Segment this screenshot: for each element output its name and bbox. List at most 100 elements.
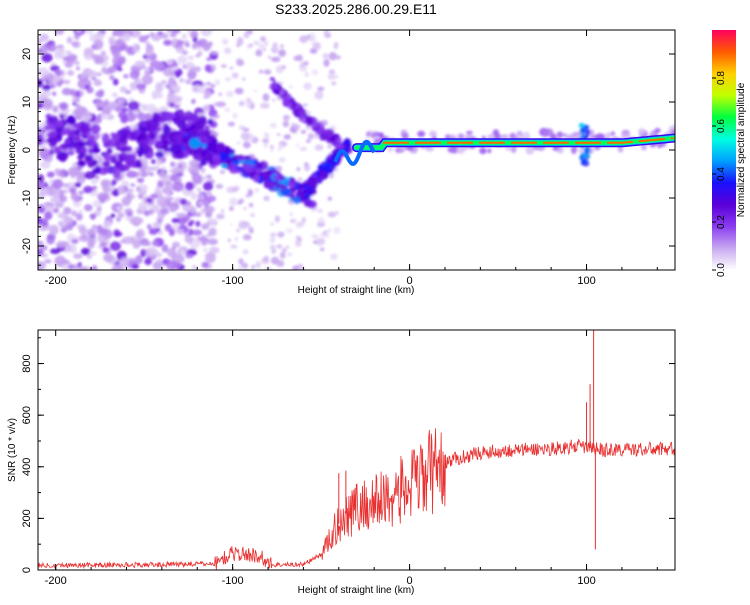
spectrogram-blob — [110, 45, 119, 54]
spectrogram-blob — [320, 247, 325, 252]
spectrogram-blob — [274, 90, 280, 95]
spectrogram-blob — [229, 166, 239, 174]
spectrogram-blob — [236, 43, 241, 47]
spectrogram-blob — [294, 239, 302, 247]
snr-background — [38, 330, 675, 570]
spectrogram-blob — [610, 131, 616, 136]
spectrogram-blob — [255, 162, 263, 169]
spectrogram-blob — [221, 209, 225, 213]
spectrogram-blob — [146, 246, 158, 257]
spectrogram-blob — [139, 132, 148, 141]
spectrogram-blob — [119, 240, 126, 244]
spectrogram-blob — [299, 146, 307, 152]
spectrogram-blob — [323, 58, 330, 67]
spectrogram-blob — [151, 240, 159, 247]
spectrogram-blob — [178, 163, 183, 169]
spectrogram-blob — [277, 231, 285, 238]
spectrogram-blob — [85, 30, 94, 35]
spectrogram-blob — [121, 33, 131, 42]
spectrogram-blob — [215, 101, 226, 108]
spectrogram-blob — [203, 104, 211, 112]
spectrogram-blob — [649, 132, 655, 136]
spectrogram-blob — [205, 191, 213, 196]
spectrogram-blob — [204, 234, 209, 239]
spectrogram-blob — [126, 170, 137, 178]
spectrogram-blob — [242, 77, 246, 81]
spectrogram-blob — [114, 141, 121, 147]
spectrogram-blob — [324, 164, 331, 171]
colorbar-tick-label: 0.0 — [716, 263, 727, 277]
snr-series-line — [38, 428, 675, 570]
spectrogram-blob — [90, 179, 99, 184]
spectrogram-blob — [162, 125, 171, 136]
spectrogram-blob — [84, 84, 90, 90]
spectrogram-blob — [100, 113, 110, 120]
spectrogram-blob — [177, 133, 184, 140]
spectrogram-blob — [86, 116, 92, 120]
spectrogram-blob — [204, 64, 212, 72]
spectrogram-blob — [75, 146, 83, 154]
spectrogram-blob — [176, 39, 184, 45]
spectrogram-blob — [170, 66, 179, 71]
y-tick-label: 600 — [21, 406, 33, 424]
spectrogram-blob — [40, 89, 52, 98]
spectrogram-blob — [586, 153, 591, 158]
spectrogram-blob — [262, 47, 266, 52]
spectrogram-blob — [61, 87, 73, 96]
spectrogram-blob — [202, 42, 212, 52]
spectrogram-blob — [248, 43, 253, 48]
spectrogram-blobs — [38, 30, 675, 270]
spectrogram-blob — [78, 209, 84, 214]
x-tick-label: -200 — [45, 575, 67, 587]
spectrogram-blob — [65, 50, 72, 56]
spectrogram-blob — [167, 248, 177, 258]
spectrogram-blob — [74, 182, 82, 188]
spectrogram-blob — [305, 139, 311, 143]
y-tick-label: -10 — [21, 190, 33, 206]
spectrogram-blob — [77, 262, 82, 267]
spectrogram-blob — [197, 193, 205, 201]
spectrogram-blob — [253, 40, 260, 46]
spectrogram-blob — [119, 147, 128, 153]
spectrogram-blob — [100, 179, 111, 187]
spectrogram-blob — [272, 42, 278, 48]
spectrogram-blob — [120, 116, 128, 124]
spectrogram-blob — [297, 266, 305, 270]
spectrogram-blob — [278, 174, 284, 180]
spectrogram-blob — [281, 188, 292, 196]
spectrogram-blob — [335, 211, 339, 215]
spectrogram-blob — [208, 218, 218, 225]
spectrogram-blob — [179, 249, 185, 255]
colorbar: 0.0 0.2 0.4 0.6 0.8 Normalized spectral ampl… — [712, 30, 747, 277]
spectrogram-blob — [456, 146, 465, 154]
spectrogram-blob — [46, 234, 55, 245]
spectrogram-blob — [271, 248, 277, 254]
spectrogram-blob — [208, 227, 217, 237]
spectrogram-blob — [158, 171, 167, 179]
spectrogram-blob — [202, 181, 214, 191]
spectrogram-blob — [103, 253, 114, 262]
spectrogram-blob — [86, 70, 98, 78]
spectrogram-blob — [99, 241, 107, 247]
spectrogram-blob — [171, 261, 181, 269]
spectrogram-blob — [77, 154, 85, 161]
colorbar-tick-label: 0.2 — [716, 215, 727, 229]
spectrogram-blob — [333, 42, 339, 50]
spectrogram-blob — [203, 248, 208, 252]
spectrogram-blob — [190, 31, 197, 39]
spectrogram-blob — [243, 141, 251, 149]
spectrogram-blob — [307, 133, 314, 140]
spectrogram-blob — [206, 141, 218, 150]
spectrogram-blob — [76, 173, 86, 184]
spectrogram-blob — [239, 100, 245, 106]
spectrogram-blob — [234, 236, 238, 242]
spectrogram-blob — [117, 55, 126, 65]
spectrogram-blob — [157, 182, 164, 188]
spectrogram-blob — [74, 103, 81, 108]
colorbar-tick-label: 0.6 — [716, 119, 727, 133]
spectrogram-blob — [212, 153, 221, 162]
spectrogram-blob — [70, 192, 79, 201]
spectrogram-blob — [191, 165, 200, 173]
spectrogram-blob — [206, 57, 212, 61]
spectrogram-blob — [197, 50, 203, 57]
